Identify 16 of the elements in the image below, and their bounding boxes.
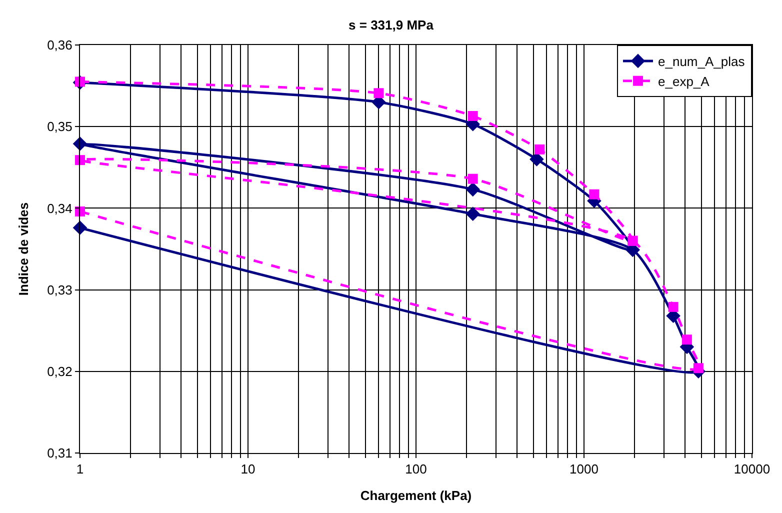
y-tick-label: 0,32 [47, 364, 72, 379]
chart-title: s = 331,9 MPa [348, 18, 434, 33]
x-tick-label: 1 [76, 462, 84, 477]
legend-label: e_exp_A [658, 74, 710, 89]
y-tick-label: 0,31 [47, 446, 72, 461]
y-tick-label: 0,34 [47, 200, 72, 216]
y-tick-label: 0,33 [47, 282, 72, 298]
y-tick-label: 0,35 [47, 119, 72, 134]
legend-label: e_num_A_plas [658, 54, 746, 70]
y-axis-title: Indice de vides [16, 202, 32, 296]
x-tick-label: 10000 [734, 462, 770, 477]
y-tick-label: 0,36 [47, 38, 72, 53]
x-tick-label: 1000 [570, 462, 598, 477]
x-tick-label: 10 [240, 462, 256, 477]
x-tick-label: 100 [405, 462, 427, 477]
x-axis-title: Chargement (kPa) [360, 488, 472, 504]
